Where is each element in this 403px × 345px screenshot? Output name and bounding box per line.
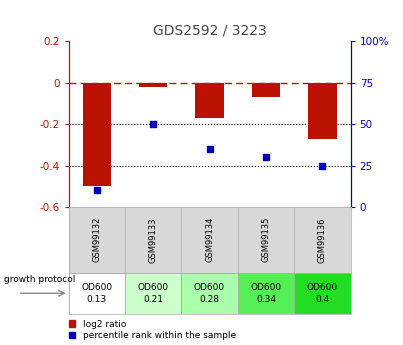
Point	[150, 121, 156, 127]
Bar	[83, 83, 111, 186]
Text: growth protocol: growth protocol	[4, 275, 75, 284]
Text: GSM99136: GSM99136	[318, 217, 327, 263]
Point	[319, 163, 326, 168]
Legend: log2 ratio, percentile rank within the sample: log2 ratio, percentile rank within the s…	[69, 320, 236, 341]
Text: OD600
0.28: OD600 0.28	[194, 283, 225, 304]
Bar	[252, 83, 280, 97]
Text: OD600
0.4: OD600 0.4	[307, 283, 338, 304]
Text: GSM99133: GSM99133	[149, 217, 158, 263]
Bar	[69, 273, 125, 314]
Text: OD600
0.13: OD600 0.13	[81, 283, 112, 304]
Text: GSM99132: GSM99132	[92, 217, 101, 263]
Point	[263, 155, 269, 160]
Bar	[181, 273, 238, 314]
Bar	[139, 83, 167, 87]
Text: OD600
0.34: OD600 0.34	[250, 283, 282, 304]
Text: GSM99134: GSM99134	[205, 217, 214, 263]
Bar	[125, 273, 181, 314]
Bar	[308, 83, 337, 139]
Bar	[238, 273, 294, 314]
Text: GSM99135: GSM99135	[262, 217, 270, 263]
Title: GDS2592 / 3223: GDS2592 / 3223	[153, 23, 266, 38]
Text: OD600
0.21: OD600 0.21	[137, 283, 169, 304]
Point	[206, 146, 213, 152]
Bar	[195, 83, 224, 118]
Point	[93, 188, 100, 193]
Bar	[294, 273, 351, 314]
